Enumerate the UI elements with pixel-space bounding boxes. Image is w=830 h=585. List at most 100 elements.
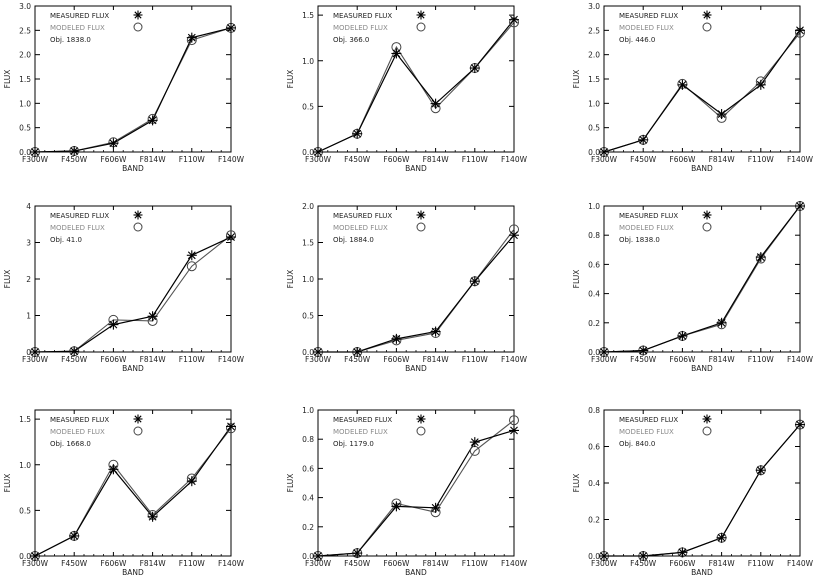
x-tick-label: F814W	[423, 559, 450, 568]
y-tick-label: 1	[26, 312, 31, 321]
measured-flux-point	[313, 147, 323, 157]
y-tick-label: 0.6	[302, 464, 314, 473]
y-tick-label: 0.4	[588, 290, 600, 299]
y-tick-label: 0.8	[588, 406, 600, 415]
measured-flux-point	[469, 276, 480, 287]
legend-measured-marker	[702, 10, 712, 20]
x-tick-label: F110W	[748, 155, 775, 164]
object-label: Obj. 1838.0	[50, 36, 91, 44]
y-tick-label: 3.0	[19, 2, 31, 11]
measured-flux-line	[317, 429, 515, 557]
legend-modeled-marker	[702, 22, 712, 32]
x-axis-label: BAND	[122, 364, 144, 373]
y-axis-label: FLUX	[572, 270, 581, 289]
measured-flux-point	[677, 79, 688, 90]
legend-modeled-label: MODELED FLUX	[619, 224, 674, 232]
x-tick-label: F450W	[344, 559, 371, 568]
y-tick-label: 1.0	[302, 275, 314, 284]
flux-panel: F300W F450W F606W F814W F110W F140W 0.0 0.5 1.0 1…	[572, 2, 814, 173]
modeled-flux-line	[34, 27, 232, 153]
measured-flux-point	[430, 326, 441, 337]
measured-flux-point	[716, 109, 727, 120]
flux-panel: F300W F450W F606W F814W F110W F140W 0.0 0.5 1.0 1…	[3, 2, 245, 173]
y-tick-label: 1.0	[302, 406, 314, 415]
modeled-flux-line	[318, 229, 515, 353]
measured-flux-point	[677, 547, 688, 558]
legend-measured-label: MEASURED FLUX	[50, 416, 109, 424]
x-tick-label: F814W	[709, 355, 736, 364]
y-tick-label: 0.0	[302, 552, 314, 561]
measured-flux-point	[599, 147, 609, 157]
x-tick-label: F300W	[591, 355, 618, 364]
y-tick-label: 0.0	[19, 148, 31, 157]
legend-measured-marker	[416, 414, 426, 424]
y-axis-label: FLUX	[572, 70, 581, 89]
measured-flux-line	[317, 19, 515, 153]
measured-flux-point	[147, 311, 158, 322]
y-tick-label: 0.0	[588, 348, 600, 357]
measured-flux-point	[226, 421, 236, 432]
measured-flux-point	[226, 22, 236, 33]
x-tick-label: F450W	[344, 355, 371, 364]
modeled-flux-line	[603, 32, 801, 153]
x-tick-label: F814W	[709, 155, 736, 164]
measured-flux-point	[755, 252, 766, 263]
measured-flux-line	[34, 426, 232, 557]
y-tick-label: 0.0	[19, 552, 31, 561]
measured-flux-point	[30, 551, 40, 561]
y-tick-label: 2.0	[302, 202, 314, 211]
measured-flux-point	[313, 551, 323, 561]
legend-measured-marker	[416, 10, 426, 20]
measured-flux-point	[599, 551, 609, 561]
measured-flux-point	[313, 347, 323, 357]
x-axis-label: BAND	[405, 568, 427, 577]
y-tick-label: 0.5	[302, 102, 314, 111]
x-tick-label: F814W	[140, 559, 167, 568]
flux-panel: F300W F450W F606W F814W F110W F140W 0.0 0.2 0.4 0…	[572, 201, 814, 373]
legend-modeled-label: MODELED FLUX	[619, 24, 674, 32]
x-tick-label: F814W	[423, 355, 450, 364]
y-tick-label: 3	[26, 239, 31, 248]
measured-flux-line	[603, 29, 801, 153]
measured-flux-line	[34, 236, 232, 353]
measured-flux-point	[108, 464, 119, 475]
legend-measured-marker	[702, 210, 712, 220]
x-tick-label: F300W	[591, 155, 618, 164]
y-tick-label: 0.5	[19, 506, 31, 515]
x-tick-label: F606W	[100, 155, 127, 164]
x-axis-label: BAND	[122, 164, 144, 173]
measured-flux-point	[509, 230, 519, 241]
legend-measured-label: MEASURED FLUX	[333, 12, 392, 20]
y-tick-label: 2.0	[588, 51, 600, 60]
x-tick-label: F814W	[709, 559, 736, 568]
object-label: Obj. 446.0	[619, 36, 655, 44]
x-tick-label: F606W	[100, 355, 127, 364]
y-tick-label: 0.4	[588, 479, 600, 488]
y-tick-label: 1.0	[588, 202, 600, 211]
x-tick-label: F140W	[787, 155, 814, 164]
object-label: Obj. 1179.0	[333, 440, 374, 448]
measured-flux-point	[108, 138, 119, 149]
legend-measured-label: MEASURED FLUX	[333, 212, 392, 220]
measured-flux-point	[469, 437, 480, 448]
measured-flux-point	[69, 346, 80, 357]
legend-measured-marker	[416, 210, 426, 220]
x-tick-label: F140W	[501, 355, 528, 364]
measured-flux-point	[430, 98, 441, 109]
legend-measured-label: MEASURED FLUX	[50, 212, 109, 220]
object-label: Obj. 1884.0	[333, 236, 374, 244]
legend-measured-label: MEASURED FLUX	[50, 12, 109, 20]
legend-modeled-marker	[133, 222, 143, 232]
flux-panel: F300W F450W F606W F814W F110W F140W 0.0 0.5 1.0 1…	[3, 409, 245, 577]
x-tick-label: F300W	[591, 559, 618, 568]
object-label: Obj. 41.0	[50, 236, 82, 244]
y-axis-label: FLUX	[286, 474, 295, 493]
x-tick-label: F450W	[344, 155, 371, 164]
y-tick-label: 1.0	[19, 461, 31, 470]
legend-modeled-label: MODELED FLUX	[619, 428, 674, 436]
legend-measured-label: MEASURED FLUX	[333, 416, 392, 424]
y-tick-label: 2	[26, 275, 31, 284]
x-tick-label: F450W	[630, 155, 657, 164]
x-tick-label: F300W	[305, 559, 332, 568]
x-tick-label: F300W	[305, 355, 332, 364]
